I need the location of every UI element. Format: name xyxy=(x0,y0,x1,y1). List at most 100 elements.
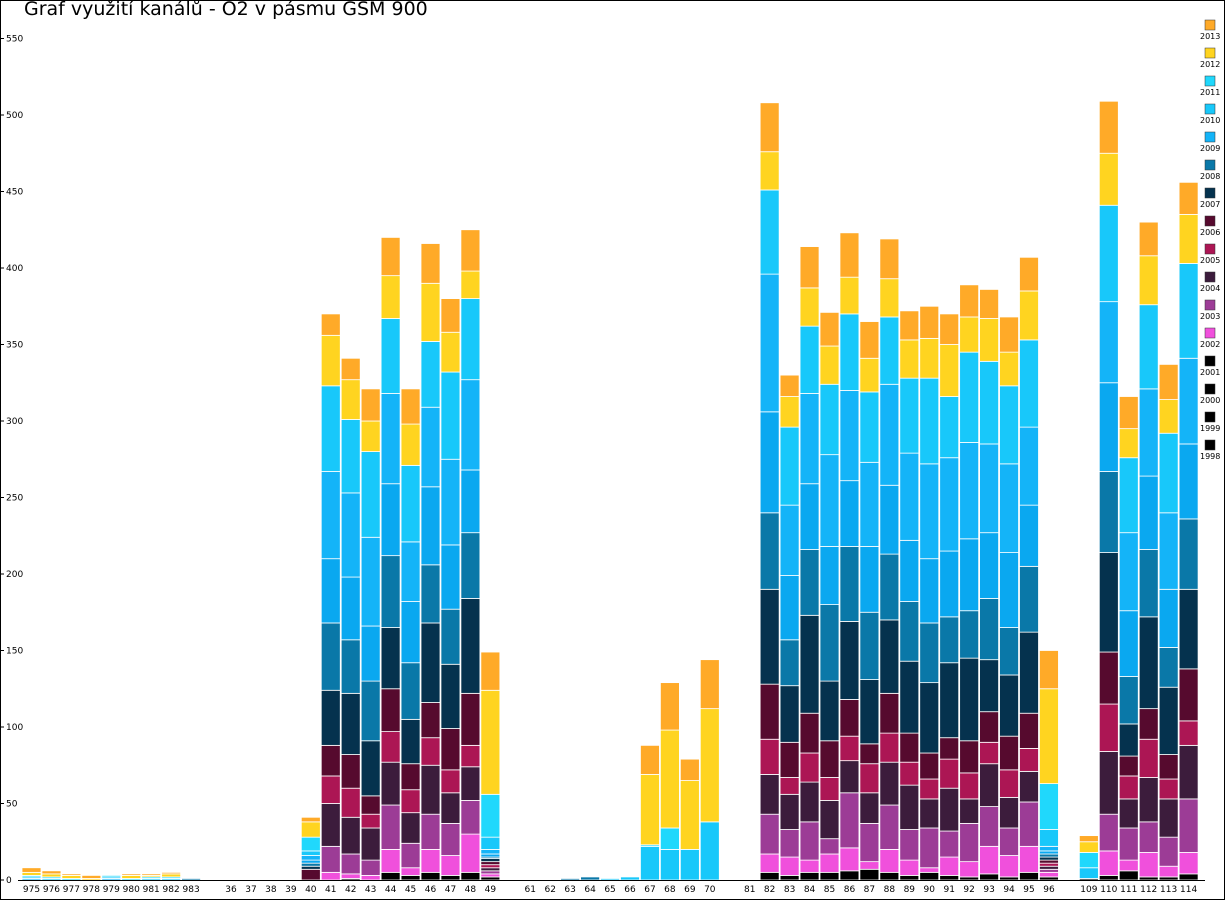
bar-segment-111-2007 xyxy=(1118,723,1139,757)
x-tick-label: 979 xyxy=(103,885,120,895)
bar-segment-91-2008 xyxy=(939,616,960,664)
bar-segment-95-2013 xyxy=(1019,290,1039,341)
bar-segment-86-2002 xyxy=(839,847,860,872)
bar-segment-91-2005 xyxy=(939,758,960,789)
bar-segment-47-2005 xyxy=(440,769,461,794)
x-tick-label: 84 xyxy=(804,885,816,895)
bar-segment-88-2008 xyxy=(879,553,900,621)
bar-segment-95-2003 xyxy=(1019,801,1039,847)
x-tick-label: 96 xyxy=(1043,885,1055,895)
bar-segment-86-2008 xyxy=(839,546,860,622)
bar-segment-91-2002 xyxy=(939,856,960,876)
bar-segment-89-2010 xyxy=(899,452,920,541)
bar-segment-82-2013 xyxy=(759,151,780,191)
bar-segment-111-2008 xyxy=(1118,676,1139,725)
bar-segment-95-2004 xyxy=(1019,770,1039,803)
bar-segment-89-2009 xyxy=(899,539,920,602)
bar-segment-68-2014 xyxy=(660,682,680,731)
bar-segment-95-2002 xyxy=(1019,845,1039,873)
bar-segment-48-2007 xyxy=(460,598,481,694)
bar-segment-47-2011 xyxy=(440,371,461,460)
bar-segment-82-2004 xyxy=(759,774,780,815)
y-tick-label: 300 xyxy=(6,417,23,427)
legend-label: 1999 xyxy=(1200,424,1220,433)
bar-segment-44-2005 xyxy=(380,731,401,763)
bar-segment-84-2013 xyxy=(799,287,820,327)
bar-segment-48-2011 xyxy=(460,298,481,381)
bar-segment-110-2006 xyxy=(1098,651,1119,705)
bar-segment-88-2011 xyxy=(879,316,900,385)
bar-segment-94-2009 xyxy=(999,552,1019,628)
legend-swatch-2005 xyxy=(1204,243,1216,255)
bar-segment-110-2009 xyxy=(1098,382,1119,472)
bar-segment-46-2007 xyxy=(420,622,441,703)
bar-segment-46-2004 xyxy=(420,764,441,815)
bar-segment-91-2013 xyxy=(939,344,960,397)
bar-segment-87-2008 xyxy=(859,611,880,680)
bar-segment-46-2002 xyxy=(420,849,441,873)
bar-segment-96-2013 xyxy=(1039,688,1059,785)
bar-segment-980-2014 xyxy=(121,873,142,876)
bar-segment-95-2011 xyxy=(1019,339,1039,428)
bar-segment-48-2003 xyxy=(460,800,481,835)
bar-segment-113-2014 xyxy=(1158,363,1179,400)
x-tick-label: 43 xyxy=(365,885,376,895)
legend-label: 2007 xyxy=(1200,200,1220,209)
bar-segment-46-2003 xyxy=(420,813,441,850)
bar-segment-82-2009 xyxy=(759,411,780,514)
bar-segment-89-2006 xyxy=(899,732,920,763)
bar-segment-95-2007 xyxy=(1019,631,1039,714)
bar-segment-69-2011 xyxy=(679,849,700,881)
x-tick-label: 111 xyxy=(1120,885,1137,895)
y-tick-label: 550 xyxy=(6,35,23,45)
bar-segment-91-2009 xyxy=(939,550,960,618)
bar-segment-93-2001 xyxy=(979,873,999,881)
legend-swatch-2007 xyxy=(1204,187,1216,199)
bar-segment-975-2014 xyxy=(21,867,42,873)
bar-segment-85-2011 xyxy=(819,383,840,456)
bar-segment-113-2004 xyxy=(1158,798,1179,838)
legend-swatch-2013 xyxy=(1204,19,1216,31)
bar-segment-46-2014 xyxy=(420,243,441,284)
bar-segment-42-2013 xyxy=(340,379,361,420)
legend-label: 2013 xyxy=(1200,32,1220,41)
y-tick-label: 250 xyxy=(6,494,23,504)
legend-swatch-2009 xyxy=(1204,131,1216,143)
x-tick-label: 94 xyxy=(1003,885,1015,895)
bar-segment-40-2008 xyxy=(300,862,321,867)
bar-segment-111-2014 xyxy=(1118,396,1139,430)
bar-segment-41-2011 xyxy=(320,385,341,472)
x-tick-label: 83 xyxy=(784,885,795,895)
bar-segment-96-2007 xyxy=(1039,856,1059,861)
x-tick-label: 49 xyxy=(485,885,497,895)
bar-segment-982-2013 xyxy=(161,873,182,878)
bar-segment-92-2001 xyxy=(959,876,980,881)
bar-segment-43-2006 xyxy=(360,795,381,815)
bar-segment-88-2010 xyxy=(879,383,900,486)
x-tick-label: 980 xyxy=(123,885,140,895)
bar-segment-48-2013 xyxy=(460,270,481,299)
bar-segment-44-2001 xyxy=(380,871,401,881)
bar-segment-979-2012 xyxy=(101,875,122,878)
bars-group xyxy=(21,100,1199,881)
bar-segment-96-2006 xyxy=(1039,859,1059,864)
x-tick-label: 92 xyxy=(963,885,974,895)
bar-segment-84-2003 xyxy=(799,821,820,861)
bar-segment-88-2002 xyxy=(879,849,900,873)
x-tick-label: 88 xyxy=(884,885,896,895)
bar-segment-46-2011 xyxy=(420,341,441,408)
bar-segment-44-2008 xyxy=(380,555,401,628)
legend-swatch-2008 xyxy=(1204,159,1216,171)
bar-segment-91-2007 xyxy=(939,662,960,739)
legend-swatch-2001 xyxy=(1204,355,1216,367)
bar-segment-84-2001 xyxy=(799,871,820,881)
bar-segment-85-2001 xyxy=(819,871,840,881)
bar-segment-91-2010 xyxy=(939,457,960,552)
bar-segment-111-2003 xyxy=(1118,827,1139,861)
bar-segment-114-2013 xyxy=(1178,214,1199,264)
x-tick-label: 65 xyxy=(604,885,615,895)
bar-segment-43-2005 xyxy=(360,813,381,829)
x-tick-label: 40 xyxy=(305,885,317,895)
x-tick-label: 95 xyxy=(1023,885,1034,895)
bar-segment-92-2003 xyxy=(959,822,980,863)
